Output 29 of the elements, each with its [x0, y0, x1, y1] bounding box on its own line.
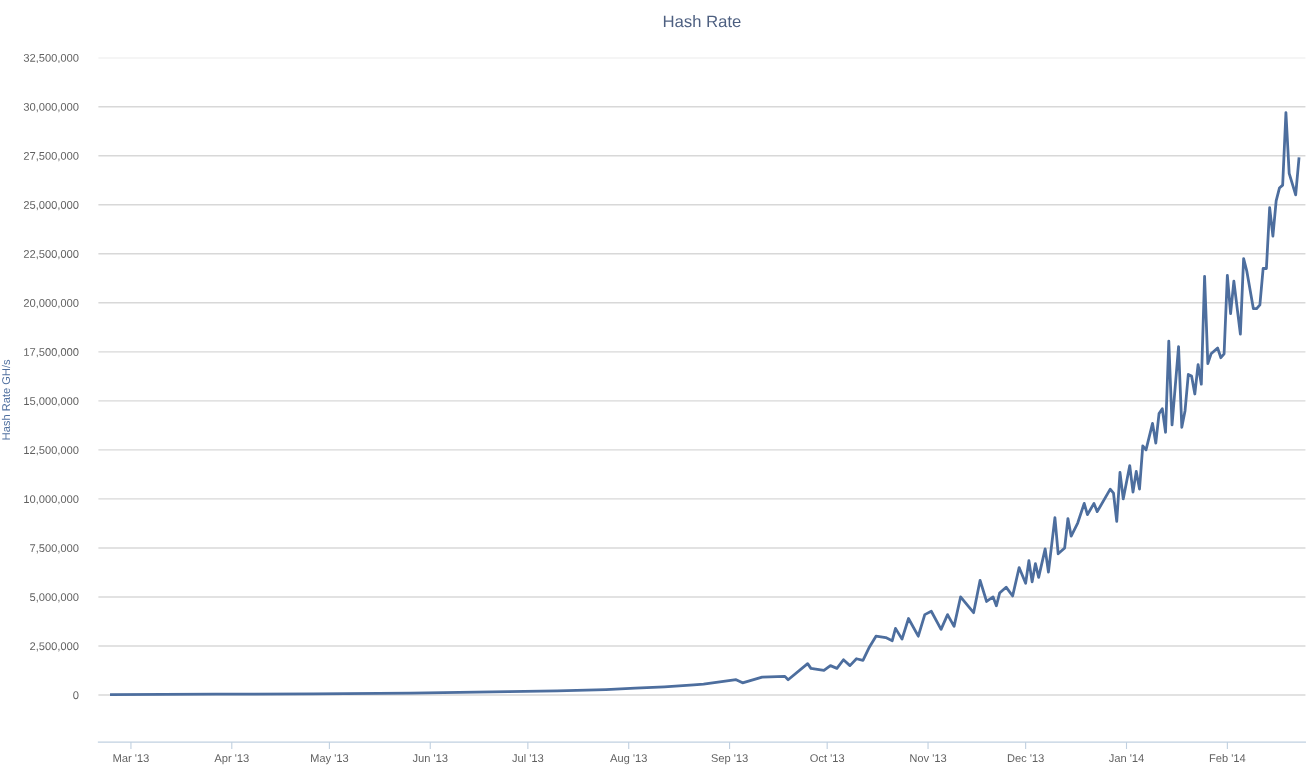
x-tick-label: Jun '13 — [412, 754, 448, 763]
x-tick-label: Oct '13 — [810, 754, 845, 763]
y-tick-label: 15,000,000 — [24, 397, 79, 407]
x-tick-label: Apr '13 — [214, 754, 249, 765]
line-series — [110, 111, 1301, 697]
x-tick-label: Dec '13 — [1007, 754, 1044, 763]
y-axis-title: Hash Rate GH/s — [1, 359, 11, 440]
y-tick-label: 2,500,000 — [30, 642, 79, 652]
y-tick-label: 5,000,000 — [29, 593, 79, 603]
x-tick-label: Feb '14 — [1209, 753, 1246, 763]
x-tick-label: Jul '13 — [512, 753, 544, 763]
y-tick-label: 12,500,000 — [24, 446, 79, 456]
y-tick-label: 32,500,000 — [23, 53, 79, 64]
y-tick-label: 7,500,000 — [30, 544, 79, 554]
y-tick-label: 22,500,000 — [23, 250, 79, 260]
x-tick-label: Sep '13 — [711, 754, 748, 765]
y-tick-label: 0 — [73, 691, 79, 700]
chart-title: Hash Rate — [663, 15, 741, 28]
x-tick-label: May '13 — [311, 754, 349, 765]
x-tick-label: Mar '13 — [113, 754, 149, 763]
x-tick-label: Nov '13 — [910, 754, 947, 763]
y-tick-label: 25,000,000 — [23, 201, 79, 211]
y-tick-label: 27,500,000 — [23, 152, 79, 162]
x-tick-label: Aug '13 — [610, 754, 647, 765]
y-tick-label: 10,000,000 — [24, 495, 79, 505]
y-tick-label: 17,500,000 — [24, 348, 79, 358]
y-tick-label: 20,000,000 — [23, 299, 79, 309]
x-tick-label: Jan '14 — [1108, 754, 1144, 763]
y-tick-label: 30,000,000 — [23, 102, 79, 113]
